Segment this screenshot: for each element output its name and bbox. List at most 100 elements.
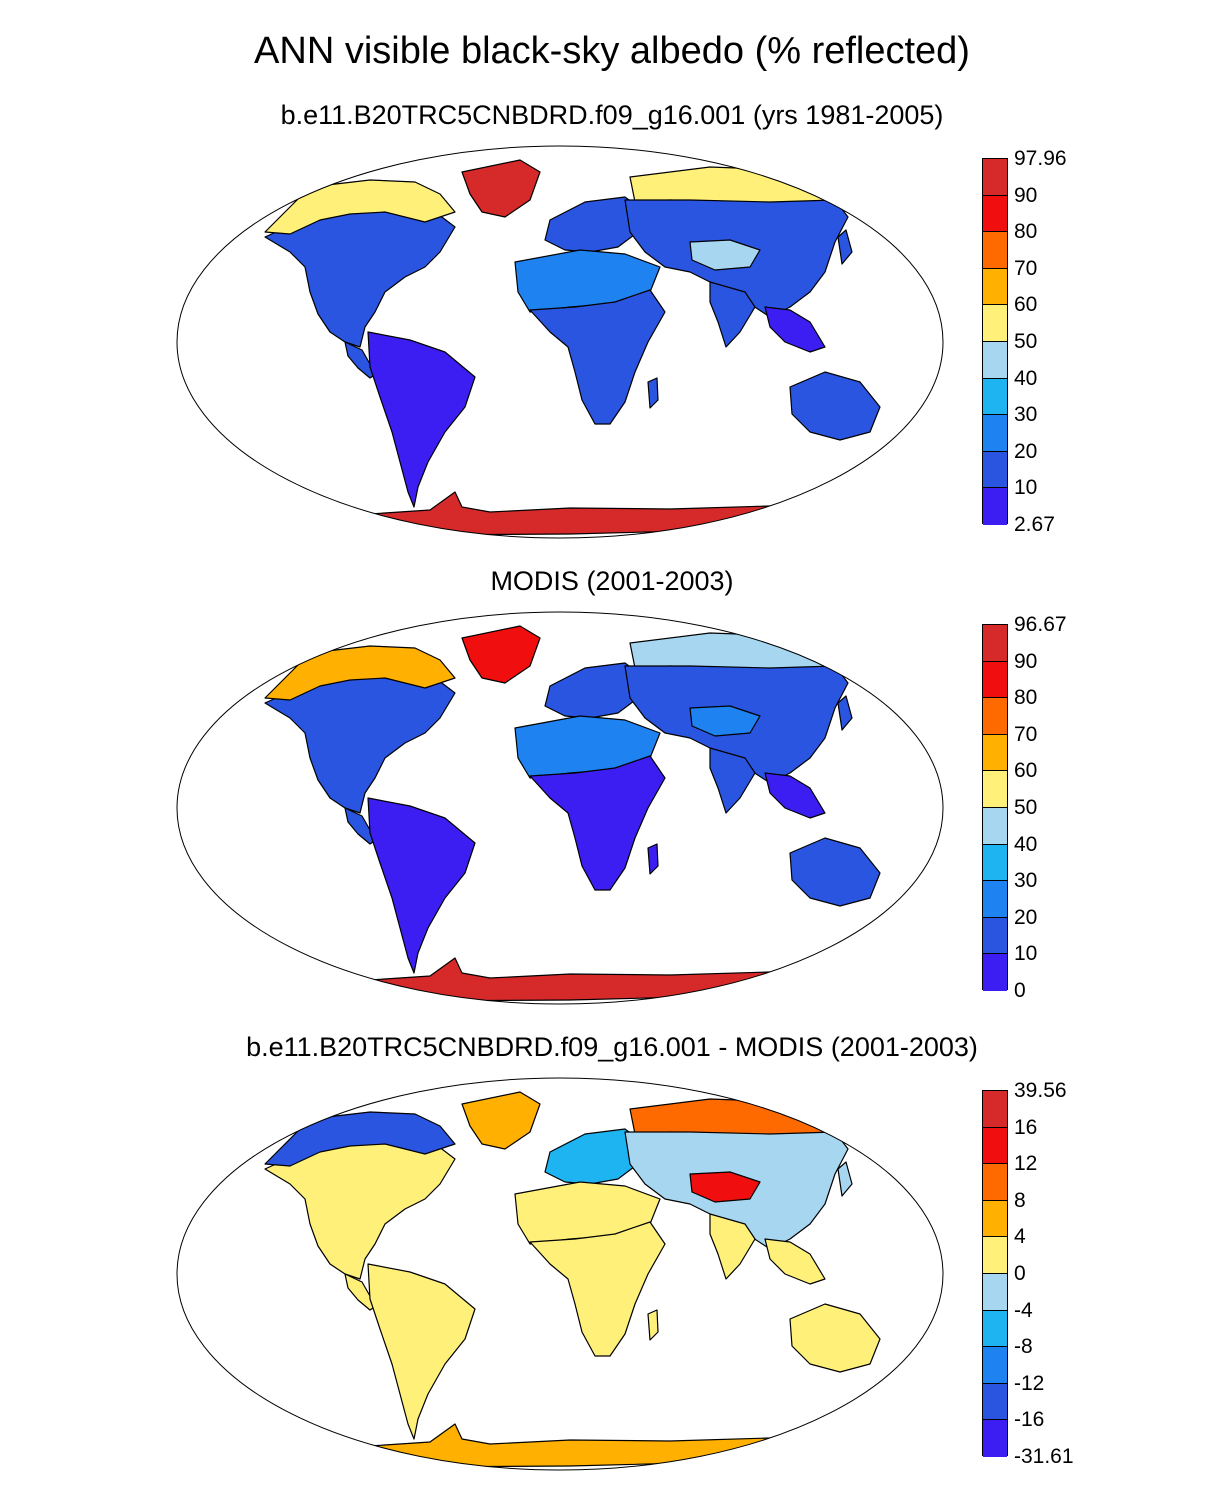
colorbar-label: 97.96 [1014, 147, 1067, 170]
colorbar-segment [983, 917, 1007, 955]
colorbar-segment [983, 232, 1007, 269]
region-tibet [689, 239, 761, 271]
colorbar-label: 16 [1014, 1115, 1038, 1139]
colorbar-segment [983, 625, 1007, 662]
colorbar-label: -16 [1014, 1408, 1045, 1432]
map-panel-2 [176, 611, 944, 1005]
region-india [709, 1213, 756, 1280]
colorbar-segment [983, 1200, 1007, 1238]
panel-3-title: b.e11.B20TRC5CNBDRD.f09_g16.001 - MODIS … [246, 1032, 978, 1062]
colorbar-label: 70 [1014, 722, 1038, 746]
colorbar-label: 20 [1014, 439, 1038, 463]
region-australia [789, 1303, 881, 1373]
region-southeast-asia [764, 772, 826, 819]
panel-1-title: b.e11.B20TRC5CNBDRD.f09_g16.001 (yrs 198… [280, 100, 944, 130]
colorbar-segment [983, 195, 1007, 233]
region-south-america [367, 1263, 476, 1440]
region-madagascar [647, 1309, 659, 1341]
colorbar-label: 4 [1014, 1225, 1026, 1249]
colorbar-label: 80 [1014, 220, 1038, 244]
colorbar-label: 8 [1014, 1188, 1026, 1212]
colorbar-segment [983, 305, 1007, 342]
colorbar-label: 40 [1014, 832, 1038, 856]
colorbar-segment [983, 698, 1007, 735]
colorbar-label: 39.56 [1014, 1079, 1067, 1102]
colorbar-label: 90 [1014, 183, 1038, 207]
colorbar-segment [983, 808, 1007, 845]
region-tibet [689, 705, 761, 737]
region-india [709, 747, 756, 814]
region-madagascar [647, 843, 659, 875]
map-outline [176, 145, 944, 539]
colorbar-label: -31.61 [1014, 1445, 1074, 1468]
colorbar-label: 60 [1014, 293, 1038, 317]
region-southeast-asia [764, 306, 826, 353]
colorbar-segment [983, 1347, 1007, 1384]
colorbar-segment [983, 159, 1007, 196]
map-outline [176, 1077, 944, 1471]
region-siberia-arctic [629, 1098, 851, 1137]
region-greenland [461, 625, 541, 684]
colorbar-label: -8 [1014, 1335, 1033, 1359]
region-india [709, 281, 756, 348]
region-south-america [367, 797, 476, 974]
colorbar-label: 50 [1014, 796, 1038, 819]
colorbar-segment [983, 268, 1007, 306]
region-tibet [689, 1171, 761, 1203]
map-panel-3 [176, 1077, 944, 1471]
region-europe [544, 662, 646, 719]
region-australia [789, 837, 881, 907]
region-north-america-arctic [264, 645, 456, 701]
colorbar-label: 80 [1014, 686, 1038, 710]
colorbar-segment [983, 1164, 1007, 1201]
map-outline [176, 611, 944, 1005]
colorbar-label: 0 [1014, 1262, 1026, 1285]
region-africa-south [529, 289, 666, 425]
colorbar-segment [983, 1274, 1007, 1311]
colorbar-label: 40 [1014, 366, 1038, 390]
colorbar-segment [983, 734, 1007, 772]
region-japan [837, 229, 853, 265]
panel-2-title: MODIS (2001-2003) [490, 566, 734, 596]
region-greenland [461, 159, 541, 218]
colorbar-segment [983, 378, 1007, 416]
colorbar-label: 10 [1014, 942, 1038, 966]
region-antarctica [309, 957, 811, 1002]
colorbar-label: 12 [1014, 1152, 1038, 1176]
colorbar-segment [983, 1237, 1007, 1274]
region-japan [837, 695, 853, 731]
colorbar-segment [983, 1420, 1007, 1457]
colorbar-segment [983, 488, 1007, 525]
colorbar-label: 60 [1014, 759, 1038, 783]
colorbar-label: 96.67 [1014, 613, 1067, 636]
colorbar-box [982, 158, 1008, 525]
region-southeast-asia [764, 1238, 826, 1285]
colorbar-label: 30 [1014, 403, 1038, 427]
region-greenland [461, 1091, 541, 1150]
region-australia [789, 371, 881, 441]
colorbar-label: 10 [1014, 476, 1038, 500]
colorbar-segment [983, 771, 1007, 808]
region-africa-south [529, 755, 666, 891]
region-siberia-arctic [629, 166, 851, 205]
colorbar-label: 2.67 [1014, 513, 1055, 536]
main-title: ANN visible black-sky albedo (% reflecte… [254, 30, 970, 72]
colorbar-box [982, 1090, 1008, 1457]
region-siberia-arctic [629, 632, 851, 671]
colorbar-box [982, 624, 1008, 991]
colorbar-segment [983, 881, 1007, 918]
region-antarctica [309, 491, 811, 536]
colorbar-segment [983, 661, 1007, 699]
region-antarctica [309, 1423, 811, 1468]
colorbar-label: 30 [1014, 869, 1038, 893]
region-north-america-arctic [264, 1111, 456, 1167]
colorbar-segment [983, 342, 1007, 379]
colorbar-segment [983, 954, 1007, 991]
colorbar-segment [983, 844, 1007, 882]
colorbar-segment [983, 1127, 1007, 1165]
region-japan [837, 1161, 853, 1197]
colorbar-label: 0 [1014, 979, 1026, 1002]
colorbar-label: -4 [1014, 1298, 1033, 1322]
region-europe [544, 196, 646, 253]
colorbar-segment [983, 451, 1007, 489]
